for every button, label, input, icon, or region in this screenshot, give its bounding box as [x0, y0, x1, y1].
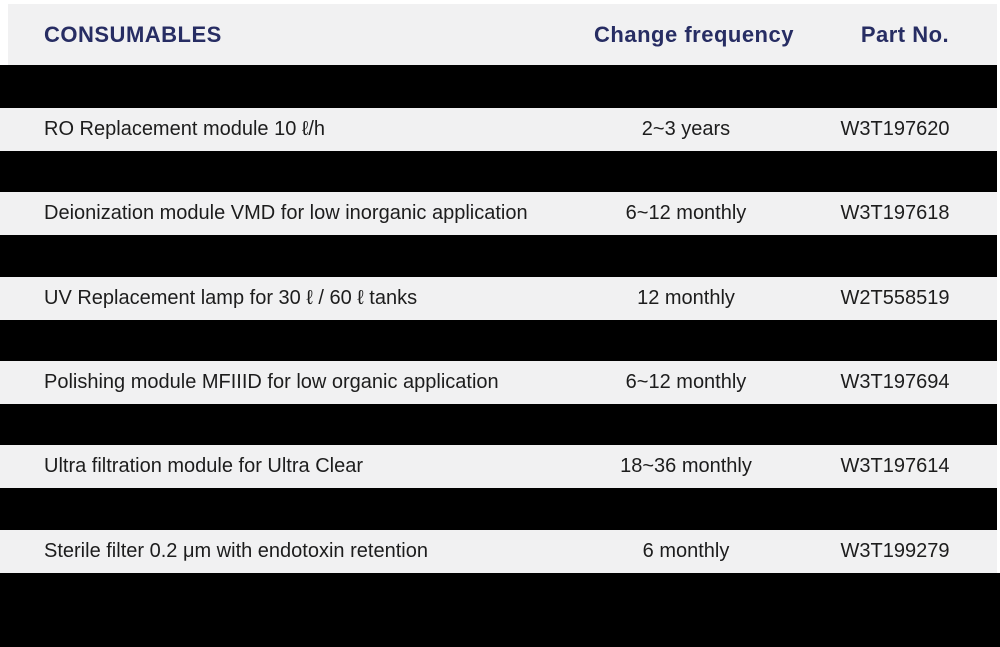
- change-frequency-value: 2~3 years: [641, 118, 731, 140]
- table-right-border: [997, 0, 1000, 573]
- part-number-value: W3T197694: [840, 371, 950, 393]
- header-change-frequency: Change frequency: [594, 22, 794, 47]
- table-row: UV Replacement lamp for 30 ℓ / 60 ℓ tank…: [0, 277, 997, 320]
- consumable-name: UV Replacement lamp for 30 ℓ / 60 ℓ tank…: [44, 287, 418, 309]
- part-number-value: W2T558519: [840, 287, 950, 309]
- part-number-value: W3T197618: [840, 202, 950, 224]
- consumable-name: Polishing module MFIIID for low organic …: [44, 371, 499, 393]
- table-header-row: CONSUMABLES Change frequency Part No.: [8, 4, 997, 65]
- consumable-name: RO Replacement module 10 ℓ/h: [44, 118, 326, 140]
- table-row: RO Replacement module 10 ℓ/h 2~3 years W…: [0, 108, 997, 151]
- table-header: CONSUMABLES Change frequency Part No.: [0, 0, 1000, 65]
- header-consumables: CONSUMABLES: [44, 22, 222, 47]
- consumable-name: Sterile filter 0.2 μm with endotoxin ret…: [44, 540, 428, 562]
- table-row: Deionization module VMD for low inorgani…: [0, 192, 997, 235]
- consumable-name: Ultra filtration module for Ultra Clear: [44, 455, 363, 477]
- part-number-value: W3T199279: [840, 540, 950, 562]
- change-frequency-value: 6~12 monthly: [625, 371, 747, 393]
- part-number-value: W3T197620: [840, 118, 950, 140]
- consumable-name: Deionization module VMD for low inorgani…: [44, 202, 528, 224]
- part-number-value: W3T197614: [840, 455, 950, 477]
- table-row: Sterile filter 0.2 μm with endotoxin ret…: [0, 530, 997, 573]
- header-part-no: Part No.: [860, 22, 950, 47]
- change-frequency-value: 6~12 monthly: [625, 202, 747, 224]
- change-frequency-value: 12 monthly: [637, 287, 735, 309]
- table-row: Polishing module MFIIID for low organic …: [0, 361, 997, 404]
- change-frequency-value: 6 monthly: [642, 540, 730, 562]
- change-frequency-value: 18~36 monthly: [620, 455, 752, 477]
- table-row: Ultra filtration module for Ultra Clear …: [0, 445, 997, 488]
